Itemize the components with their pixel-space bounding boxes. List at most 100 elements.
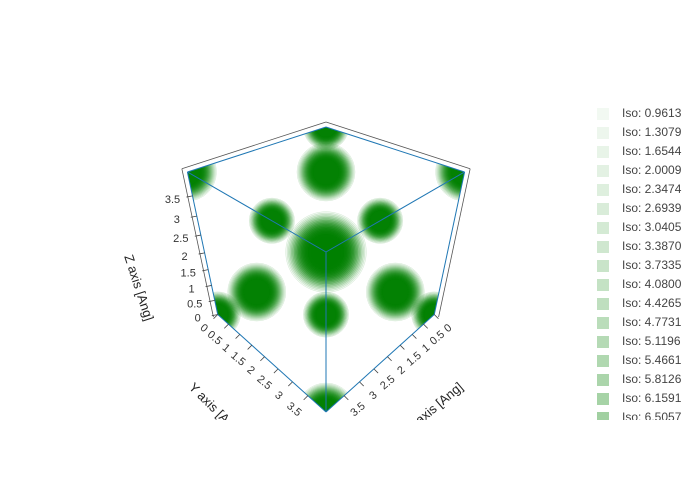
tick-mark: [235, 334, 241, 339]
legend-label: Iso: 6.1591: [622, 391, 682, 405]
tick-label: 3: [367, 389, 379, 402]
box-edge: [325, 126, 465, 173]
tick-label: 2.5: [173, 233, 188, 245]
iso-shell: [366, 262, 425, 322]
legend-swatch: [597, 412, 609, 420]
iso-shell: [238, 273, 276, 311]
tick-mark: [198, 252, 205, 255]
iso-shell: [306, 126, 346, 147]
iso-shell: [377, 274, 413, 310]
axis-title: Z axis [Ang]: [121, 253, 156, 323]
legend-swatch: [597, 393, 609, 405]
iso-shell: [376, 273, 414, 311]
legend-item[interactable]: Iso: 4.0800: [597, 277, 682, 291]
tick-mark: [303, 395, 309, 401]
frame-edge: [181, 168, 214, 318]
box-edge: [433, 171, 466, 315]
legend-item[interactable]: Iso: 4.4265: [597, 296, 682, 310]
iso-shell: [368, 265, 422, 319]
tick-mark: [247, 344, 253, 350]
legend-swatch: [597, 184, 609, 196]
iso-shell: [371, 268, 419, 316]
iso-shell: [378, 275, 412, 309]
legend-item[interactable]: Iso: 2.0009: [597, 163, 682, 177]
legend-item[interactable]: Iso: 6.5057: [597, 410, 682, 424]
legend-label: Iso: 1.3079: [622, 125, 682, 139]
legend-item[interactable]: Iso: 5.1196: [597, 334, 681, 348]
iso-shell: [237, 272, 277, 312]
iso-shell: [296, 142, 356, 202]
tick-mark: [205, 285, 212, 288]
legend-item[interactable]: Iso: 5.8126: [597, 372, 682, 386]
tick-label: 3: [272, 389, 284, 402]
legend-label: Iso: 4.7731: [622, 315, 682, 329]
box-edge: [187, 126, 327, 173]
legend-item[interactable]: Iso: 5.4661: [597, 353, 682, 367]
iso-shell: [232, 267, 282, 317]
legend-item[interactable]: Iso: 4.7731: [597, 315, 682, 329]
iso-shell: [310, 156, 342, 188]
tick-mark: [223, 323, 229, 329]
legend-label: Iso: 2.0009: [622, 163, 682, 177]
tick-label: 3.5: [284, 400, 303, 419]
box-frame: [181, 121, 471, 413]
legend-label: Iso: 4.0800: [622, 277, 682, 291]
tick-mark: [433, 314, 439, 319]
iso-shell: [307, 153, 345, 191]
tick-mark: [273, 368, 279, 374]
legend-swatch: [597, 108, 609, 120]
iso-shell: [313, 126, 339, 140]
box-edge: [325, 314, 435, 413]
axis-title: Y axis [Ang]: [186, 380, 245, 439]
iso-shell: [243, 278, 271, 306]
iso-shell: [227, 262, 286, 322]
legend-swatch: [597, 260, 609, 272]
box-edge: [187, 171, 327, 253]
legend-swatch: [597, 241, 609, 253]
tick-label: 2.5: [254, 373, 273, 392]
iso-shell: [242, 277, 272, 307]
iso-shell: [303, 149, 349, 195]
tick-label: 3: [174, 214, 180, 226]
legend: Iso: 0.9613 Iso: 1.3079 Iso: 1.6544 Iso: 2.…: [597, 106, 682, 424]
iso-shell: [230, 265, 284, 319]
legend-item[interactable]: Iso: 1.6544: [597, 144, 682, 158]
tick-mark: [208, 299, 215, 302]
tick-label: 2.5: [378, 373, 397, 392]
legend-item[interactable]: Iso: 3.0405: [597, 220, 682, 234]
tick-label: 3.5: [165, 194, 180, 206]
iso-shell: [311, 126, 341, 142]
legend-swatch: [597, 146, 609, 158]
tick-label: 2: [182, 251, 188, 263]
tick-mark: [359, 381, 364, 387]
legend-swatch: [597, 355, 609, 367]
iso-shell: [231, 266, 283, 318]
legend-label: Iso: 3.3870: [622, 239, 682, 253]
legend-item[interactable]: Iso: 6.1591: [597, 391, 682, 405]
tick-label: 1.5: [404, 350, 423, 369]
legend-item[interactable]: Iso: 1.3079: [597, 125, 682, 139]
legend-item[interactable]: Iso: 3.3870: [597, 239, 682, 253]
iso-shell: [308, 154, 344, 190]
legend-swatch: [597, 203, 609, 215]
legend-item[interactable]: Iso: 2.3474: [597, 182, 682, 196]
iso-shell: [299, 145, 353, 199]
iso-shell: [312, 158, 340, 186]
frame-edge: [181, 121, 327, 170]
tick-mark: [288, 381, 293, 387]
iso-shell: [228, 263, 285, 321]
legend-item[interactable]: Iso: 0.9613: [597, 106, 682, 120]
iso-shell: [240, 275, 274, 309]
iso-shell: [311, 157, 341, 187]
iso-shell: [234, 269, 280, 315]
iso-shell: [306, 152, 346, 192]
legend-label: Iso: 3.0405: [622, 220, 682, 234]
legend-item[interactable]: Iso: 2.6939: [597, 201, 682, 215]
iso-shell: [235, 270, 279, 314]
tick-label: 0.5: [428, 329, 447, 348]
tick-mark: [186, 195, 193, 198]
iso-shell: [298, 144, 354, 200]
legend-swatch: [597, 317, 609, 329]
legend-item[interactable]: Iso: 3.7335: [597, 258, 682, 272]
iso-shell: [241, 276, 273, 308]
